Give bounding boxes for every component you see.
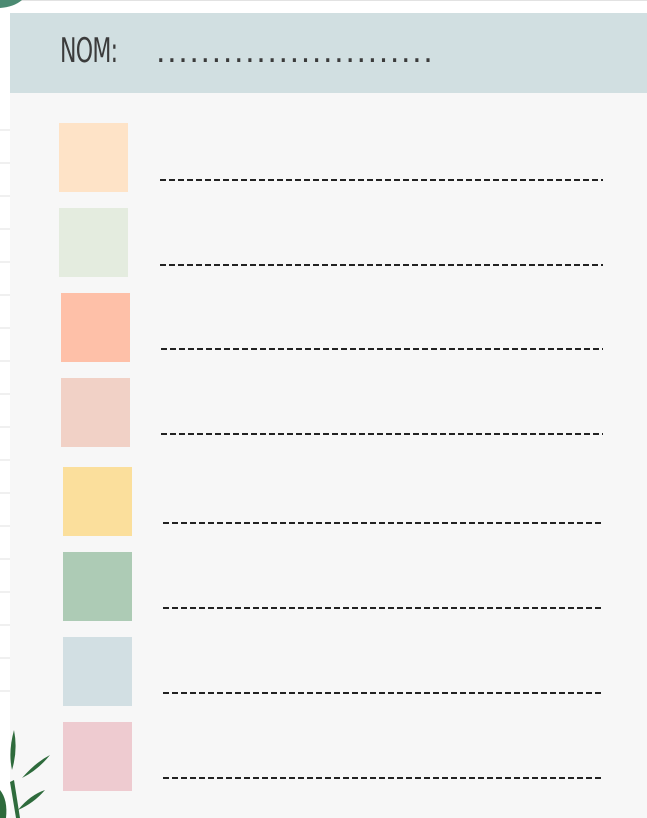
worksheet: NOM: ......................... ( (0, 0, 647, 818)
page: {"header": {"title": "NOM:", "blank": ".… (0, 0, 647, 818)
color-list (0, 0, 647, 818)
